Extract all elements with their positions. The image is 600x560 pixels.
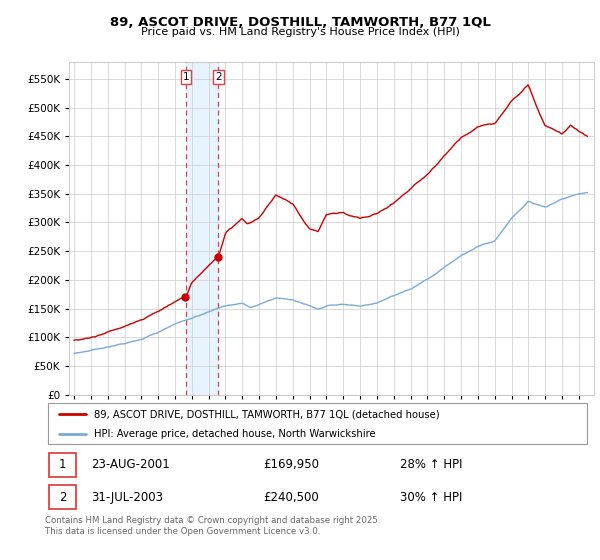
FancyBboxPatch shape	[49, 486, 76, 509]
Text: 1: 1	[59, 458, 66, 471]
Text: 2: 2	[59, 491, 66, 504]
Bar	[186, 62, 218, 395]
Text: £240,500: £240,500	[263, 491, 319, 504]
FancyBboxPatch shape	[48, 404, 587, 444]
Text: 89, ASCOT DRIVE, DOSTHILL, TAMWORTH, B77 1QL: 89, ASCOT DRIVE, DOSTHILL, TAMWORTH, B77…	[110, 16, 490, 29]
Text: £169,950: £169,950	[263, 458, 319, 471]
Text: 1: 1	[182, 72, 189, 82]
FancyBboxPatch shape	[49, 453, 76, 477]
Text: 30% ↑ HPI: 30% ↑ HPI	[400, 491, 462, 504]
Text: HPI: Average price, detached house, North Warwickshire: HPI: Average price, detached house, Nort…	[94, 429, 376, 438]
Text: 89, ASCOT DRIVE, DOSTHILL, TAMWORTH, B77 1QL (detached house): 89, ASCOT DRIVE, DOSTHILL, TAMWORTH, B77…	[94, 409, 440, 419]
Text: Price paid vs. HM Land Registry's House Price Index (HPI): Price paid vs. HM Land Registry's House …	[140, 27, 460, 37]
Text: 2: 2	[215, 72, 222, 82]
Text: 31-JUL-2003: 31-JUL-2003	[91, 491, 163, 504]
Text: Contains HM Land Registry data © Crown copyright and database right 2025.
This d: Contains HM Land Registry data © Crown c…	[45, 516, 380, 536]
Text: 23-AUG-2001: 23-AUG-2001	[91, 458, 170, 471]
Text: 28% ↑ HPI: 28% ↑ HPI	[400, 458, 463, 471]
